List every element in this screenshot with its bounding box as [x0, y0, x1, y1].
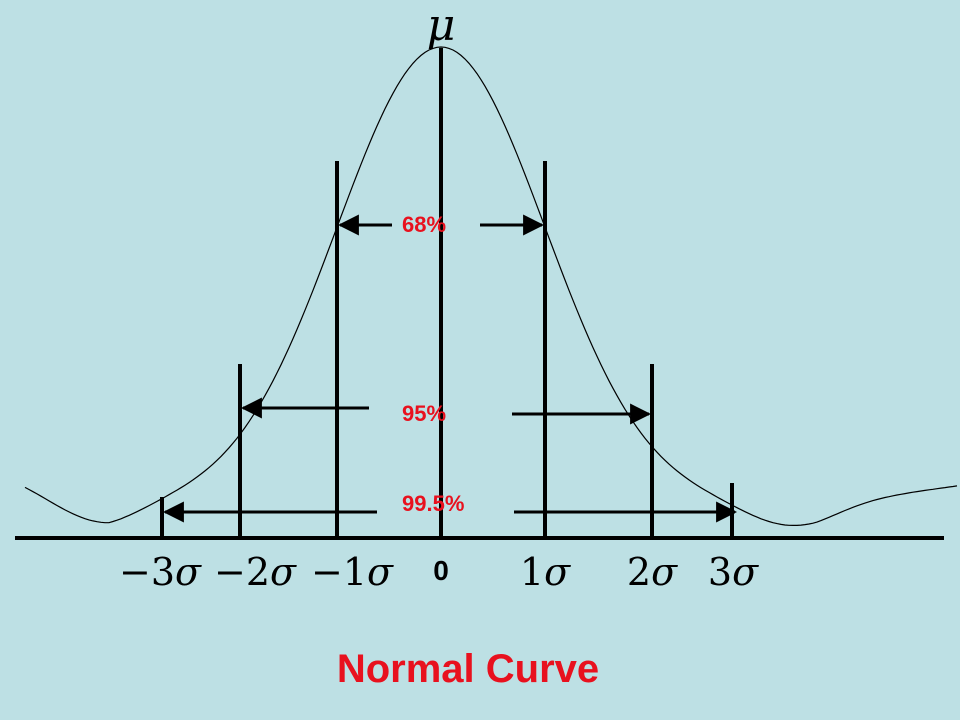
range-label-995: 99.5% [402, 491, 464, 516]
sigma-label-neg3: −3σ [119, 550, 202, 594]
bell-curve [24, 46, 958, 526]
diagram-title: Normal Curve [337, 647, 599, 691]
sigma-labels: −3σ −2σ −1σ 1σ 2σ 3σ [119, 550, 759, 594]
range-label-95: 95% [402, 401, 446, 426]
sigma-label-neg1: −1σ [311, 550, 394, 594]
range-label-68: 68% [402, 212, 446, 237]
sigma-label-neg2: −2σ [214, 550, 297, 594]
sigma-label-pos1: 1σ [520, 550, 571, 594]
center-zero-label: 0 [433, 555, 449, 586]
mean-symbol: μ [427, 0, 456, 51]
sigma-label-pos3: 3σ [708, 550, 759, 594]
sigma-label-pos2: 2σ [627, 550, 678, 594]
